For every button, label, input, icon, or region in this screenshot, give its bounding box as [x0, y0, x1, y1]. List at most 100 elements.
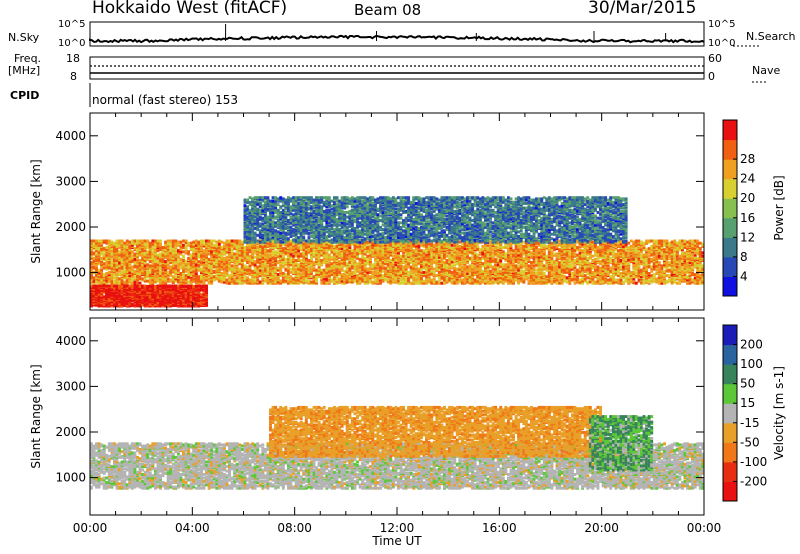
- data-cell: [93, 257, 96, 260]
- data-cell: [284, 280, 287, 283]
- data-cell: [146, 250, 149, 253]
- data-cell: [333, 245, 336, 248]
- data-cell: [105, 240, 108, 243]
- data-cell: [203, 243, 206, 246]
- data-cell: [261, 204, 264, 207]
- data-cell: [190, 242, 193, 245]
- data-cell: [180, 258, 183, 261]
- data-cell: [126, 240, 129, 243]
- data-cell: [272, 220, 275, 223]
- data-cell: [277, 260, 280, 263]
- data-cell: [269, 249, 272, 252]
- data-cell: [264, 201, 267, 204]
- data-cell: [259, 281, 262, 284]
- data-cell: [213, 244, 216, 247]
- data-cell: [134, 275, 137, 278]
- data-cell: [159, 253, 162, 256]
- data-cell: [213, 240, 216, 243]
- data-cell: [259, 196, 262, 199]
- data-cell: [328, 196, 331, 199]
- data-cell: [297, 246, 300, 249]
- data-cell: [300, 248, 303, 251]
- data-cell: [190, 254, 193, 257]
- data-cell: [343, 236, 346, 239]
- data-cell: [182, 240, 185, 243]
- data-cell: [338, 200, 341, 203]
- data-cell: [167, 243, 170, 246]
- data-cell: [121, 285, 124, 288]
- data-cell: [187, 242, 190, 245]
- data-cell: [348, 197, 351, 200]
- data-cell: [254, 201, 257, 204]
- data-cell: [343, 229, 346, 232]
- data-cell: [190, 245, 193, 248]
- data-cell: [259, 216, 262, 219]
- data-cell: [172, 240, 175, 243]
- data-cell: [331, 230, 334, 233]
- data-cell: [277, 267, 280, 270]
- data-cell: [244, 246, 247, 249]
- data-cell: [162, 269, 165, 272]
- data-cell: [157, 263, 160, 266]
- data-cell: [231, 268, 234, 271]
- data-cell: [313, 230, 316, 233]
- data-cell: [162, 246, 165, 249]
- data-cell: [336, 250, 339, 253]
- data-cell: [113, 242, 116, 245]
- data-cell: [126, 246, 129, 249]
- data-cell: [111, 258, 114, 261]
- data-cell: [210, 250, 213, 253]
- data-cell: [172, 285, 175, 288]
- data-cell: [233, 253, 236, 256]
- data-cell: [269, 237, 272, 240]
- data-cell: [328, 254, 331, 257]
- data-cell: [300, 273, 303, 276]
- data-cell: [218, 240, 221, 243]
- data-cell: [231, 275, 234, 278]
- data-cell: [123, 267, 126, 270]
- data-cell: [297, 279, 300, 282]
- data-cell: [111, 275, 114, 278]
- data-cell: [346, 267, 349, 270]
- data-cell: [331, 262, 334, 265]
- data-cell: [313, 267, 316, 270]
- data-cell: [187, 262, 190, 265]
- data-cell: [111, 261, 114, 264]
- data-cell: [282, 204, 285, 207]
- data-cell: [182, 255, 185, 258]
- data-cell: [241, 241, 244, 244]
- data-cell: [187, 267, 190, 270]
- data-cell: [300, 253, 303, 256]
- data-cell: [103, 253, 106, 256]
- data-cell: [136, 285, 139, 288]
- data-cell: [241, 259, 244, 262]
- data-cell: [331, 238, 334, 241]
- data-cell: [290, 205, 293, 208]
- data-cell: [297, 196, 300, 199]
- data-cell: [221, 241, 224, 244]
- data-cell: [111, 285, 114, 288]
- data-cell: [174, 264, 177, 267]
- data-cell: [315, 276, 318, 279]
- data-cell: [249, 255, 252, 258]
- data-cell: [348, 256, 351, 259]
- data-cell: [343, 273, 346, 276]
- data-cell: [118, 250, 121, 253]
- data-cell: [256, 196, 259, 199]
- data-cell: [251, 228, 254, 231]
- nsky-trace: [90, 36, 704, 42]
- data-cell: [305, 202, 308, 205]
- data-cell: [328, 209, 331, 212]
- data-cell: [169, 240, 172, 243]
- data-cell: [100, 240, 103, 243]
- data-cell: [177, 241, 180, 244]
- data-cell: [200, 247, 203, 250]
- data-cell: [116, 285, 119, 288]
- data-cell: [116, 273, 119, 276]
- data-cell: [310, 235, 313, 238]
- data-cell: [164, 241, 167, 244]
- data-cell: [333, 228, 336, 231]
- data-cell: [95, 253, 98, 256]
- data-cell: [126, 285, 129, 288]
